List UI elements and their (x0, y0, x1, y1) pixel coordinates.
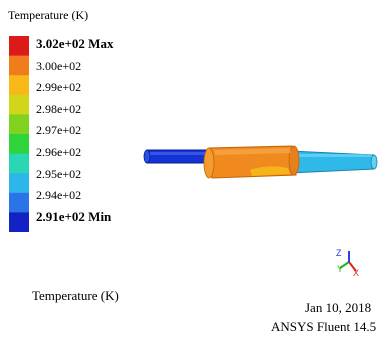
color-scale-swatch (9, 114, 29, 135)
middle-right-cap (288, 145, 300, 176)
color-scale-tick-label: 2.99e+02 (36, 80, 82, 95)
color-scale-tick-label: 2.95e+02 (36, 166, 82, 181)
y-axis-line (339, 261, 350, 269)
footer-product: ANSYS Fluent 14.5 (271, 319, 377, 334)
color-scale-tick-label: 3.00e+02 (36, 58, 82, 73)
x-axis-line (348, 261, 357, 272)
footer-variable-label: Temperature (K) (32, 288, 119, 303)
color-scale-swatch (9, 173, 29, 194)
color-scale-bar (9, 36, 29, 232)
axis-triad: Z Y X (336, 248, 359, 278)
color-scale-swatch (9, 134, 29, 155)
color-scale-swatch (9, 55, 29, 76)
color-scale-swatch (9, 94, 29, 115)
color-scale-swatch (9, 192, 29, 213)
z-axis-label: Z (336, 248, 342, 258)
x-axis-label: X (353, 268, 359, 278)
color-scale-swatch (9, 36, 29, 57)
middle-left-cap (203, 147, 215, 179)
color-scale-tick-label: 2.94e+02 (36, 188, 82, 203)
left-pipe-highlight (150, 152, 212, 155)
color-scale-tick-label: 2.97e+02 (36, 123, 82, 138)
left-pipe-end (143, 149, 151, 164)
color-scale-swatch (9, 212, 29, 232)
color-scale-tick-label: 3.02e+02 Max (36, 36, 114, 51)
right-pipe-end (370, 154, 378, 170)
middle-warm-patch (250, 166, 290, 176)
color-scale-swatch (9, 153, 29, 174)
pipe-model (143, 145, 378, 179)
legend-title: Temperature (K) (8, 8, 89, 22)
color-scale-tick-label: 2.96e+02 (36, 145, 82, 159)
color-scale-swatch (9, 75, 29, 96)
y-axis-label: Y (337, 264, 343, 274)
middle-shade (214, 148, 291, 155)
footer-date: Jan 10, 2018 (305, 300, 372, 315)
color-scale-tick-label: 2.98e+02 (36, 101, 82, 116)
right-pipe-highlight (292, 154, 372, 157)
color-scale-svg (9, 36, 29, 232)
color-scale-tick-label: 2.91e+02 Min (36, 208, 112, 224)
